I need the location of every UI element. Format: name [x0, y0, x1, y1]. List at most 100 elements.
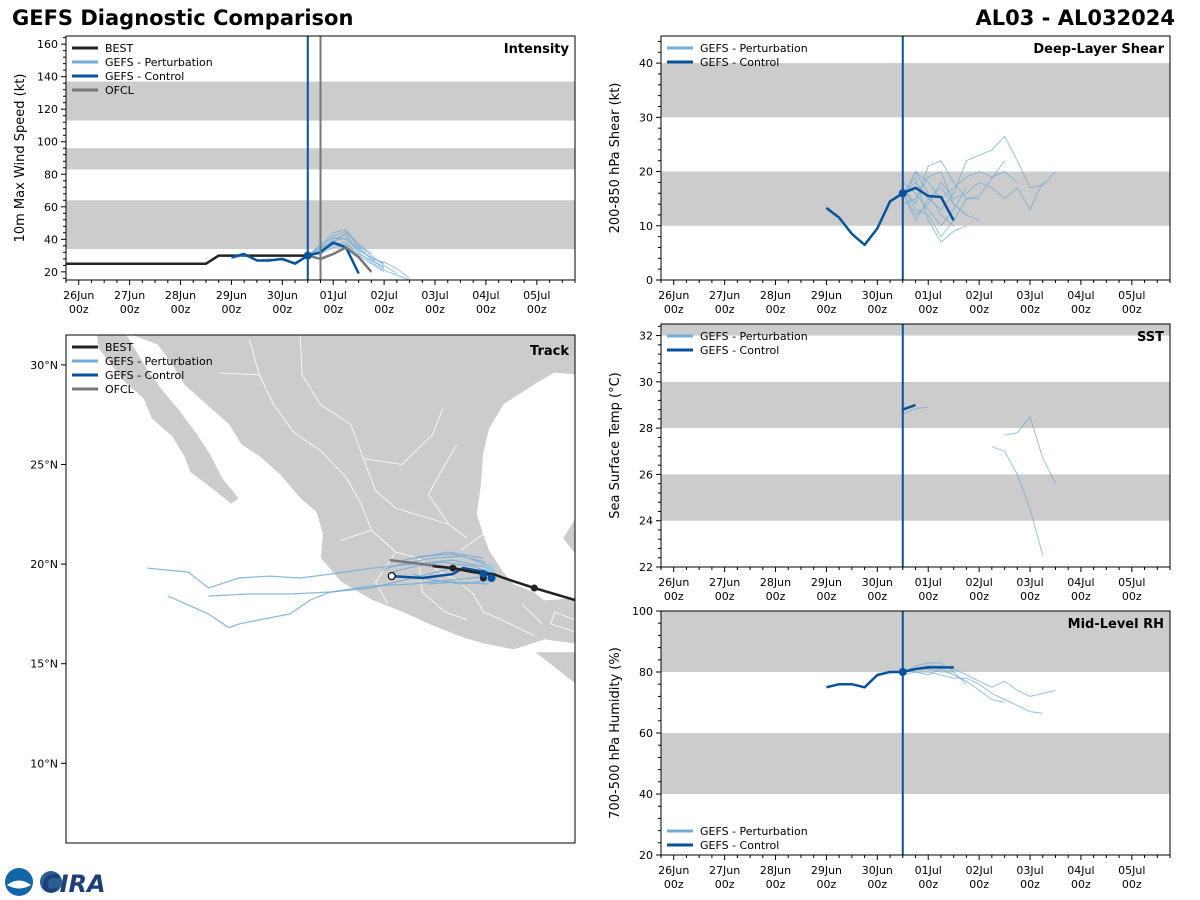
x-tick-label-hour: 00z	[664, 303, 684, 316]
land-mass	[562, 517, 575, 555]
y-tick-label: 40	[639, 788, 653, 801]
legend-label: GEFS - Perturbation	[700, 42, 808, 55]
x-tick-label-hour: 00z	[664, 590, 684, 603]
x-tick-label-date: 26Jun	[658, 576, 689, 589]
x-tick-label-date: 26Jun	[658, 864, 689, 877]
series-line-gefs-perturbation	[902, 181, 1044, 216]
lat-tick-label: 25°N	[30, 458, 58, 471]
panel-title: Mid-Level RH	[1068, 617, 1164, 632]
state-border	[472, 593, 535, 637]
y-tick-label: 0	[646, 274, 653, 287]
legend-label: GEFS - Perturbation	[700, 825, 808, 838]
x-tick-label-hour: 00z	[1122, 303, 1142, 316]
series-line-ofcl	[307, 246, 373, 273]
map-area	[66, 335, 575, 685]
x-tick-label-date: 02Jul	[965, 576, 992, 589]
land-mass	[66, 335, 575, 651]
x-tick-label-date: 05Jul	[1118, 864, 1145, 877]
x-tick-label-date: 03Jul	[1016, 864, 1043, 877]
x-tick-label-date: 27Jun	[709, 289, 740, 302]
series-line-gefs-perturbation	[902, 406, 929, 415]
noaa-gull-icon	[7, 880, 31, 889]
ofcl-end-point	[387, 571, 396, 581]
x-tick-label-date: 01Jul	[320, 289, 347, 302]
legend-label: BEST	[105, 42, 133, 55]
x-tick-label-hour: 00z	[867, 303, 887, 316]
x-tick-label-hour: 00z	[120, 303, 140, 316]
perturbation-track	[381, 555, 490, 571]
y-axis-label: 200-850 hPa Shear (kt)	[608, 83, 623, 234]
series-line-gefs-perturbation	[231, 255, 309, 263]
y-tick-label: 10	[639, 220, 653, 233]
x-tick-label-date: 04Jul	[1067, 289, 1094, 302]
threshold-band	[661, 324, 1170, 336]
y-tick-label: 30	[639, 376, 653, 389]
threshold-band	[661, 733, 1170, 794]
panel-title: Deep-Layer Shear	[1033, 42, 1164, 57]
perturbation-track	[147, 559, 490, 589]
x-tick-label-hour: 00z	[918, 303, 938, 316]
series-line-best	[66, 254, 308, 265]
y-tick-label: 26	[639, 468, 653, 481]
x-tick-label-hour: 00z	[715, 590, 735, 603]
x-tick-label-date: 29Jun	[811, 576, 842, 589]
series-line-gefs-perturbation	[1004, 416, 1056, 484]
y-tick-label: 60	[44, 201, 58, 214]
legend-label: GEFS - Control	[700, 56, 779, 69]
control-track-point	[487, 574, 496, 583]
x-tick-label-hour: 00z	[817, 303, 837, 316]
x-tick-label-date: 30Jun	[862, 864, 893, 877]
y-tick-label: 32	[639, 330, 653, 343]
series-line-gefs-perturbation	[902, 671, 1043, 714]
rh-panel: 2040608010026Jun00z27Jun00z28Jun00z29Jun…	[608, 605, 1171, 891]
cira-logo-text: CIRA	[42, 870, 106, 898]
state-border	[417, 558, 468, 621]
x-tick-label-hour: 00z	[715, 878, 735, 891]
x-tick-label-date: 05Jul	[1118, 289, 1145, 302]
series-line-gefs-perturbation	[991, 446, 1044, 556]
state-border	[299, 335, 364, 459]
x-tick-label-hour: 00z	[1020, 303, 1040, 316]
perturbation-track	[395, 553, 486, 563]
x-tick-label-hour: 00z	[222, 303, 242, 316]
y-tick-label: 80	[639, 666, 653, 679]
x-tick-label-date: 28Jun	[165, 289, 196, 302]
x-tick-label-hour: 00z	[527, 303, 547, 316]
y-tick-label: 30	[639, 111, 653, 124]
series-line-gefs-perturbation	[902, 187, 967, 221]
x-tick-label-date: 04Jul	[1067, 864, 1094, 877]
x-tick-label-date: 02Jul	[965, 864, 992, 877]
x-tick-label-date: 05Jul	[1118, 576, 1145, 589]
y-tick-label: 140	[37, 71, 58, 84]
y-tick-label: 22	[639, 561, 653, 574]
y-tick-label: 100	[37, 136, 58, 149]
sst-panel: 22242628303226Jun00z27Jun00z28Jun00z29Ju…	[608, 323, 1171, 603]
storm-id-title: AL03 - AL032024	[975, 6, 1176, 30]
state-border	[521, 603, 543, 625]
plot-area	[825, 135, 1056, 247]
x-tick-label-date: 28Jun	[760, 864, 791, 877]
x-tick-label-date: 28Jun	[760, 576, 791, 589]
panel-title: SST	[1137, 330, 1164, 345]
x-tick-label-date: 01Jul	[915, 289, 942, 302]
best-track-point	[530, 584, 538, 592]
y-axis-label: 10m Max Wind Speed (kt)	[13, 74, 28, 243]
panel-title: Track	[530, 344, 569, 359]
y-tick-label: 80	[44, 168, 58, 181]
legend-label: GEFS - Perturbation	[700, 330, 808, 343]
analysis-point	[898, 668, 907, 676]
y-tick-label: 28	[639, 422, 653, 435]
x-tick-label-hour: 00z	[1122, 590, 1142, 603]
lat-tick-label: 15°N	[30, 658, 58, 671]
x-tick-label-date: 30Jun	[862, 576, 893, 589]
panel-title: Intensity	[504, 42, 570, 57]
x-tick-label-date: 26Jun	[63, 289, 94, 302]
y-tick-label: 100	[632, 605, 653, 618]
plot-area	[826, 662, 1056, 714]
x-tick-label-hour: 00z	[817, 878, 837, 891]
x-tick-label-hour: 00z	[969, 590, 989, 603]
x-tick-label-hour: 00z	[867, 878, 887, 891]
x-tick-label-date: 26Jun	[658, 289, 689, 302]
y-tick-label: 60	[639, 727, 653, 740]
